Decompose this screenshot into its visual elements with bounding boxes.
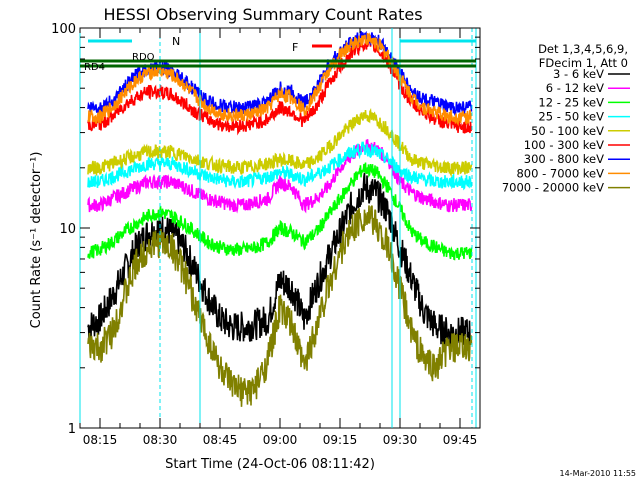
axis-layer: 08:15 08:30 08:45 09:00 09:15 09:30 09:45 1 10 10…: [51, 22, 481, 447]
legend-entry-label: 25 - 50 keV: [538, 110, 604, 124]
x-tick-label: 08:45: [203, 433, 238, 447]
flag-rdo-label: RDO: [132, 52, 155, 63]
series-line-4: [87, 141, 473, 191]
legend-header-line-1: Det 1,3,4,5,6,9,: [538, 42, 628, 56]
flag-layer: N RDO RD4 F: [79, 28, 477, 428]
legend-entry-label: 7000 - 20000 keV: [502, 181, 604, 195]
legend-entry-label: 800 - 7000 keV: [516, 166, 604, 180]
series-line-3: [87, 162, 473, 261]
legend-entry-label: 3 - 6 keV: [553, 67, 604, 81]
x-tick-label: 08:30: [143, 433, 178, 447]
series-line-5: [87, 108, 473, 178]
y-tick-label: 1: [68, 422, 76, 437]
legend-entry-label: 100 - 300 keV: [524, 138, 604, 152]
series-line-6: [87, 37, 473, 136]
x-tick-label: 09:30: [383, 433, 418, 447]
x-axis-label: Start Time (24-Oct-06 08:11:42): [165, 457, 375, 472]
legend: Det 1,3,4,5,6,9, FDecim 1, Att 0 3 - 6 k…: [502, 42, 630, 195]
flag-rd4-label: RD4: [84, 62, 105, 73]
legend-entry-label: 300 - 800 keV: [524, 152, 604, 166]
y-tick-label: 100: [51, 22, 76, 37]
series-line-8: [87, 32, 472, 127]
flag-f-label: F: [292, 41, 298, 54]
legend-entry-label: 12 - 25 keV: [538, 95, 604, 109]
footer-date: 14-Mar-2010 11:55: [560, 469, 637, 478]
legend-entry-label: 6 - 12 keV: [546, 81, 604, 95]
y-tick-label: 10: [59, 222, 76, 237]
x-tick-label: 09:45: [443, 433, 478, 447]
y-axis-label: Count Rate (s⁻¹ detector⁻¹): [29, 152, 44, 329]
series-line-9: [87, 205, 473, 407]
x-tick-label: 08:15: [83, 433, 118, 447]
series-layer: [87, 30, 473, 407]
legend-header-line-2: FDecim 1, Att 0: [539, 56, 628, 70]
series-line-2: [87, 139, 473, 214]
legend-entry-label: 50 - 100 keV: [531, 124, 604, 138]
chart-title: HESSI Observing Summary Count Rates: [103, 5, 422, 24]
x-tick-label: 09:00: [263, 433, 298, 447]
x-tick-label: 09:15: [323, 433, 358, 447]
series-line-1: [87, 172, 473, 348]
flag-n-label: N: [172, 35, 180, 48]
